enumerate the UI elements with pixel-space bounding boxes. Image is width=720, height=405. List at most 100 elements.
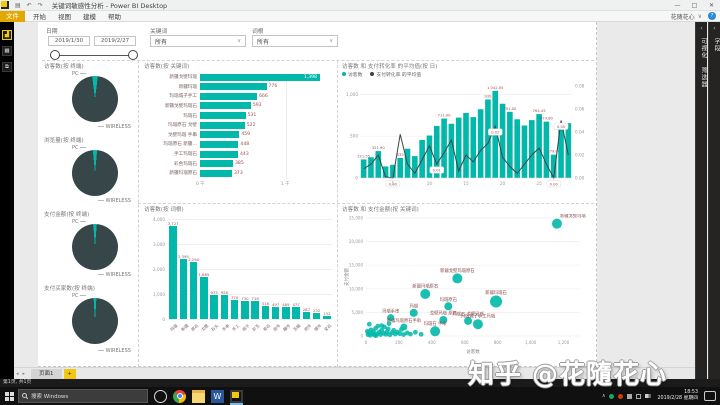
column-bar[interactable] [558, 124, 564, 178]
column-bar[interactable] [189, 261, 198, 319]
action-center-icon[interactable] [704, 391, 716, 401]
scatter-point[interactable] [430, 326, 441, 337]
column-bar[interactable] [477, 109, 484, 178]
scatter-point[interactable] [397, 331, 403, 337]
scatter-point[interactable] [385, 326, 391, 332]
bar[interactable] [200, 121, 245, 129]
bar[interactable] [200, 150, 238, 158]
scatter-point[interactable] [551, 218, 562, 229]
column-bar[interactable] [241, 300, 249, 319]
model-view-icon[interactable]: ⧉ [2, 62, 12, 72]
scatter-point[interactable] [420, 288, 431, 299]
column-bar[interactable] [390, 164, 396, 178]
report-view-icon[interactable]: ▟ [2, 30, 12, 40]
scatter-point[interactable] [373, 333, 379, 339]
column-bar[interactable] [499, 103, 506, 178]
column-bar[interactable] [368, 157, 374, 178]
taskbar-search-input[interactable]: 搜索 Windows [18, 389, 148, 403]
root-dropdown[interactable]: 所有 ∨ [252, 35, 338, 47]
column-bar[interactable] [220, 295, 229, 319]
pie-visual[interactable] [72, 298, 118, 344]
taskbar-clock[interactable]: 18:53 2019/2/28 星期四 [657, 390, 698, 402]
tray-icon[interactable] [636, 393, 642, 399]
chrome-icon[interactable] [173, 389, 186, 403]
combo-visual[interactable]: 0 500 1,000 0.00 0.02 0.04 0.06 0.08 221.55321.9… [340, 80, 594, 200]
legend-item[interactable]: 访客数 [342, 71, 362, 78]
add-page-button[interactable]: + [63, 368, 76, 379]
battery-icon[interactable] [645, 394, 652, 398]
column-bar[interactable] [463, 112, 469, 178]
column-bar[interactable] [382, 166, 389, 178]
save-icon[interactable]: ▤ [15, 1, 21, 9]
column-bar[interactable] [312, 313, 321, 319]
menu-tab-help[interactable]: 帮助 [108, 13, 121, 21]
scatter-point[interactable] [439, 315, 448, 324]
scatter-point[interactable] [379, 323, 385, 329]
column-bar[interactable] [271, 306, 280, 319]
collapse-icon[interactable]: ‹ [700, 25, 703, 32]
column-bar[interactable] [282, 306, 290, 319]
column-bar[interactable] [543, 121, 550, 178]
scatter-point[interactable] [412, 329, 418, 335]
pie-visual[interactable] [72, 150, 118, 196]
start-button[interactable] [0, 387, 18, 405]
bar[interactable] [200, 169, 232, 177]
bar[interactable] [200, 112, 246, 120]
scatter-point[interactable] [472, 319, 483, 330]
date-end-input[interactable]: 2019/2/27 [94, 36, 136, 46]
column-bar[interactable] [470, 117, 477, 178]
account-menu[interactable]: 花随花心 ∨ ? [671, 12, 716, 21]
column-bar[interactable] [251, 301, 259, 319]
bar[interactable] [200, 140, 239, 148]
scatter-point[interactable] [444, 302, 453, 311]
menu-tab-home[interactable]: 开始 [33, 13, 46, 21]
column-bar[interactable] [521, 125, 528, 178]
bar[interactable] [200, 131, 240, 139]
tray-chevron-up-icon[interactable]: ∧ [601, 393, 606, 399]
redo-icon[interactable]: ↷ [37, 1, 43, 9]
pie-visual[interactable] [72, 224, 118, 270]
task-view-icon[interactable] [154, 389, 167, 403]
menu-tab-view[interactable]: 视图 [58, 13, 71, 21]
help-icon[interactable]: ? [708, 12, 716, 20]
menu-tab-file[interactable]: 文件 [0, 10, 25, 22]
bar[interactable] [200, 102, 251, 110]
column-bar[interactable] [292, 307, 300, 319]
column-bar[interactable] [441, 118, 447, 178]
column-bar[interactable] [433, 125, 440, 178]
scatter-point[interactable] [490, 295, 503, 308]
column-bar[interactable] [528, 120, 535, 178]
scatter-point[interactable] [366, 321, 372, 327]
column-bar[interactable] [448, 123, 455, 178]
scatter-point[interactable] [464, 316, 473, 325]
column-bar[interactable] [485, 99, 491, 178]
data-view-icon[interactable]: ▦ [2, 46, 12, 56]
collapse-icon[interactable]: ‹ [713, 25, 716, 32]
tray-icon[interactable] [627, 393, 633, 399]
panel-fields-collapsed[interactable]: ‹ 字段 [708, 22, 720, 379]
column-bar[interactable] [514, 119, 520, 178]
column-bar[interactable] [565, 123, 572, 178]
column-bar[interactable] [455, 117, 462, 178]
file-explorer-icon[interactable] [192, 389, 205, 403]
date-slider-handle-end[interactable] [128, 50, 138, 60]
scatter-point[interactable] [418, 331, 424, 337]
column-bar[interactable] [536, 114, 542, 178]
close-button[interactable]: ✕ [708, 1, 715, 9]
bar[interactable] [200, 92, 258, 100]
page-tab[interactable]: 页面1 [31, 368, 62, 379]
scatter-point[interactable] [375, 323, 381, 329]
column-bar[interactable] [169, 225, 177, 319]
scatter-point[interactable] [387, 314, 395, 322]
scatter-point[interactable] [401, 332, 406, 337]
column-bar[interactable] [507, 111, 513, 178]
column-bar[interactable] [550, 154, 557, 178]
scatter-point[interactable] [408, 331, 413, 337]
column-bar[interactable] [375, 151, 382, 178]
bar[interactable] [200, 160, 233, 168]
column-bar[interactable] [200, 276, 208, 319]
column-bar[interactable] [210, 294, 218, 319]
undo-icon[interactable]: ↶ [26, 1, 32, 9]
minimize-button[interactable]: — [674, 1, 681, 9]
scatter-point[interactable] [452, 273, 463, 284]
